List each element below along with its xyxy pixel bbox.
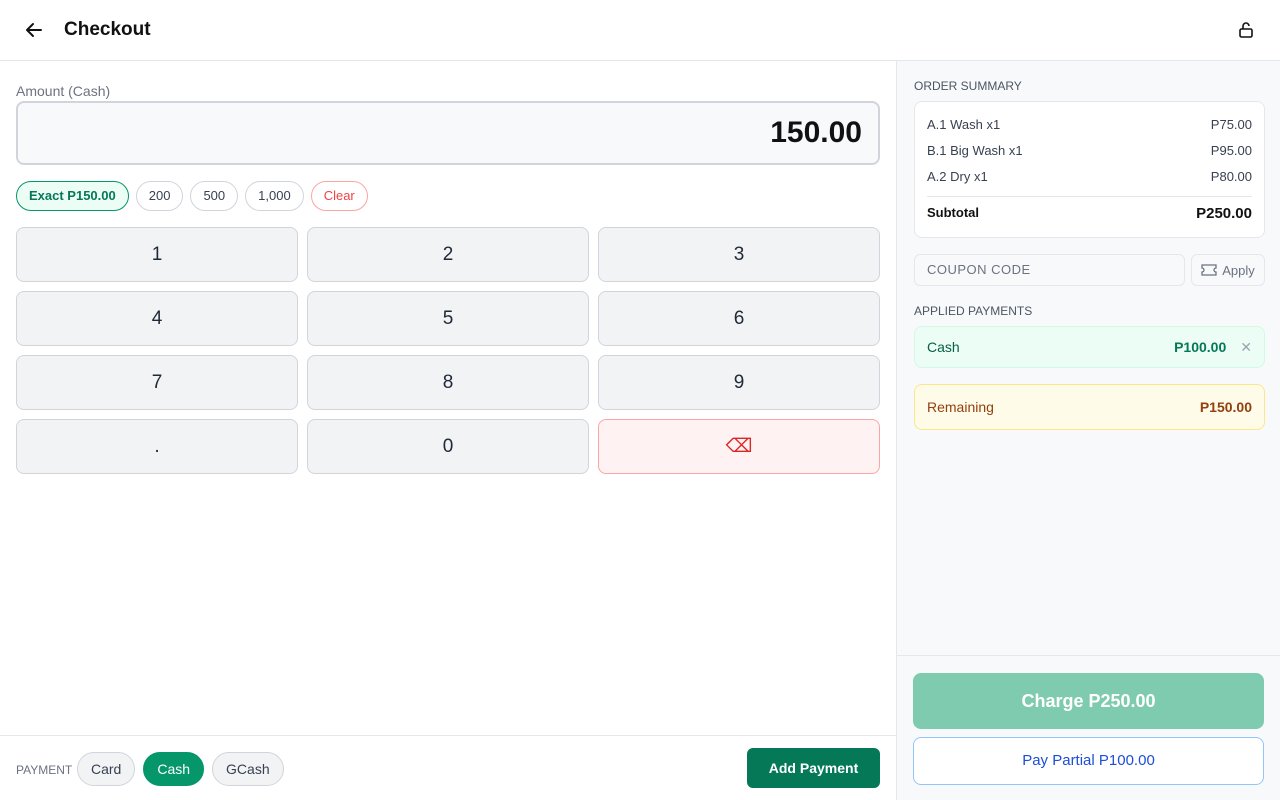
applied-payment-item: Cash P100.00 ✕ <box>914 326 1265 368</box>
lock-open-icon[interactable] <box>1236 20 1256 40</box>
key-2[interactable]: 2 <box>307 227 589 282</box>
applied-amount: P100.00 <box>1174 339 1227 355</box>
remaining-label: Remaining <box>927 399 994 415</box>
quick-1000-chip[interactable]: 1,000 <box>245 181 304 211</box>
checkout-actions: Charge P250.00 Pay Partial P100.00 <box>897 655 1280 800</box>
summary-panel: ORDER SUMMARY A.1 Wash x1 P75.00 B.1 Big … <box>896 61 1280 800</box>
order-summary-title: ORDER SUMMARY <box>914 79 1022 93</box>
key-5[interactable]: 5 <box>307 291 589 346</box>
exact-amount-chip[interactable]: Exact P150.00 <box>16 181 129 211</box>
key-7[interactable]: 7 <box>16 355 298 410</box>
method-card[interactable]: Card <box>77 752 136 786</box>
charge-button[interactable]: Charge P250.00 <box>913 673 1264 729</box>
payment-methods: Card Cash GCash <box>77 752 284 786</box>
item-price: P80.00 <box>1210 169 1252 184</box>
method-cash[interactable]: Cash <box>143 752 205 786</box>
quick-500-chip[interactable]: 500 <box>190 181 239 211</box>
remove-payment-icon[interactable]: ✕ <box>1240 338 1252 355</box>
apply-coupon-button[interactable]: Apply <box>1191 254 1265 286</box>
remaining-balance: Remaining P150.00 <box>914 384 1265 430</box>
coupon-input[interactable]: COUPON CODE <box>914 254 1185 286</box>
applied-method: Cash <box>927 339 960 355</box>
add-payment-button[interactable]: Add Payment <box>747 748 880 788</box>
amount-input[interactable]: 150.00 <box>16 101 880 165</box>
key-3[interactable]: 3 <box>598 227 880 282</box>
subtotal-value: P250.00 <box>1196 205 1252 222</box>
key-0[interactable]: 0 <box>307 419 589 474</box>
key-1[interactable]: 1 <box>16 227 298 282</box>
payment-label: PAYMENT <box>16 763 73 777</box>
page-title: Checkout <box>64 19 151 40</box>
amount-panel: Amount (Cash) 150.00 Exact P150.00 200 5… <box>0 61 896 800</box>
quick-200-chip[interactable]: 200 <box>135 181 184 211</box>
key-8[interactable]: 8 <box>307 355 589 410</box>
key-9[interactable]: 9 <box>598 355 880 410</box>
payment-footer: PAYMENT Card Cash GCash Add Payment <box>0 735 896 800</box>
item-name: A.1 Wash x1 <box>927 117 1001 132</box>
order-item: A.2 Dry x1 P80.00 <box>927 164 1252 190</box>
key-4[interactable]: 4 <box>16 291 298 346</box>
clear-chip[interactable]: Clear <box>310 181 368 211</box>
key-decimal[interactable]: . <box>16 419 298 474</box>
backspace-icon: ⌫ <box>725 436 753 457</box>
order-summary-card: A.1 Wash x1 P75.00 B.1 Big Wash x1 P95.00 … <box>914 101 1265 238</box>
applied-payments-title: APPLIED PAYMENTS <box>914 304 1033 318</box>
item-name: B.1 Big Wash x1 <box>927 143 1023 158</box>
app-header: Checkout <box>0 0 1280 61</box>
method-gcash[interactable]: GCash <box>212 752 284 786</box>
remaining-amount: P150.00 <box>1199 399 1252 415</box>
order-item: B.1 Big Wash x1 P95.00 <box>927 138 1252 164</box>
quick-amounts: Exact P150.00 200 500 1,000 Clear <box>16 181 368 211</box>
pay-partial-button[interactable]: Pay Partial P100.00 <box>913 737 1264 785</box>
order-item: A.1 Wash x1 P75.00 <box>927 112 1252 138</box>
back-arrow-icon[interactable] <box>22 18 46 42</box>
amount-label: Amount (Cash) <box>16 83 111 99</box>
key-6[interactable]: 6 <box>598 291 880 346</box>
item-price: P75.00 <box>1210 117 1252 132</box>
item-name: A.2 Dry x1 <box>927 169 988 184</box>
numeric-keypad: 1 2 3 4 5 6 7 8 9 . 0 ⌫ <box>16 227 880 474</box>
apply-label: Apply <box>1222 262 1255 278</box>
backspace-key[interactable]: ⌫ <box>598 419 880 474</box>
ticket-icon <box>1201 264 1217 276</box>
subtotal-row: Subtotal P250.00 <box>927 205 1252 222</box>
item-price: P95.00 <box>1210 143 1252 158</box>
subtotal-label: Subtotal <box>927 205 979 220</box>
